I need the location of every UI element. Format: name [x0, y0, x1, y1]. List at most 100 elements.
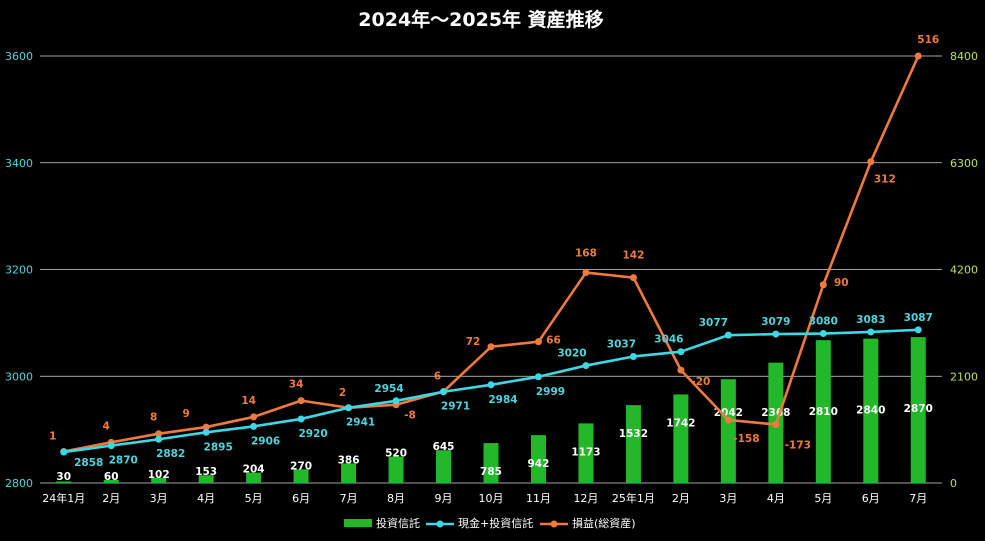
- pl-point: [582, 269, 590, 277]
- legend-label: 損益(総資産): [572, 516, 636, 530]
- x-tick-label: 4月: [197, 492, 215, 505]
- bar: [578, 423, 594, 483]
- cash-value-label: 3083: [856, 314, 885, 326]
- pl-value-label: 2: [339, 387, 346, 399]
- bar-value-label: 942: [528, 458, 550, 470]
- bar: [198, 475, 214, 483]
- bar-value-label: 1532: [619, 428, 648, 440]
- pl-point: [772, 421, 780, 429]
- chart-title: 2024年〜2025年 資産推移: [358, 8, 603, 31]
- cash-value-label: 3046: [654, 334, 683, 346]
- legend-swatch-point: [550, 520, 558, 528]
- cash-point: [60, 448, 68, 456]
- left-tick-label: 3400: [5, 157, 33, 170]
- cash-point: [772, 330, 780, 338]
- cash-value-label: 2971: [441, 401, 470, 413]
- bar-value-label: 30: [56, 471, 71, 483]
- cash-value-label: 2895: [204, 441, 233, 453]
- x-tick-label: 2月: [672, 492, 690, 505]
- bar: [815, 340, 831, 483]
- bar-value-label: 645: [433, 441, 455, 453]
- cash-point: [250, 422, 258, 430]
- cash-point: [534, 373, 542, 381]
- cash-value-label: 3080: [809, 316, 838, 328]
- pl-value-label: 66: [546, 335, 561, 347]
- cash-value-label: 3087: [904, 312, 933, 324]
- legend-swatch-point: [436, 520, 444, 528]
- bar-value-label: 520: [385, 448, 407, 460]
- pl-point: [202, 423, 210, 431]
- pl-value-label: 6: [434, 371, 441, 383]
- line-series: [60, 52, 922, 456]
- x-tick-label: 24年1月: [42, 491, 85, 505]
- cash-point: [677, 348, 685, 356]
- bar-value-label: 153: [195, 466, 217, 478]
- bar: [720, 379, 736, 483]
- bar-value-label: 1742: [666, 417, 695, 429]
- pl-value-label: 9: [183, 408, 190, 420]
- right-tick-label: 6300: [950, 157, 978, 170]
- bar: [910, 337, 926, 483]
- cash-value-label: 3020: [557, 348, 586, 360]
- legend-swatch-bar: [344, 519, 372, 527]
- x-tick-label: 5月: [814, 492, 832, 505]
- cash-point: [155, 435, 163, 443]
- pl-value-label: 516: [917, 34, 939, 46]
- pl-value-label: -173: [785, 440, 811, 452]
- cash-value-label: 2906: [251, 435, 280, 447]
- right-tick-label: 4200: [950, 264, 978, 277]
- bar-value-label: 1173: [571, 446, 600, 458]
- legend-label: 投資信託: [376, 516, 420, 530]
- x-tick-label: 25年1月: [612, 491, 655, 505]
- pl-point: [155, 430, 163, 438]
- x-tick-label: 3月: [150, 492, 168, 505]
- cash-value-label: 2870: [109, 455, 138, 467]
- pl-value-label: 8: [150, 412, 157, 424]
- bar-value-label: 204: [243, 464, 265, 476]
- x-tick-label: 7月: [909, 492, 927, 505]
- pl-point: [487, 343, 495, 351]
- cash-point: [914, 326, 922, 334]
- cash-point: [202, 428, 210, 436]
- bar-value-label: 270: [290, 460, 312, 472]
- bar: [341, 463, 357, 483]
- bar: [530, 435, 546, 483]
- x-tick-label: 2月: [102, 492, 120, 505]
- x-tick-label: 12月: [573, 492, 598, 505]
- pl-value-label: 4: [103, 420, 110, 432]
- pl-point: [914, 52, 922, 60]
- bar-labels: 30 60 102 153 204 270 386 520 645 785 942 1173 1532 1…: [56, 403, 932, 483]
- x-tick-label: 6月: [862, 492, 880, 505]
- right-tick-label: 8400: [950, 50, 978, 63]
- cash-value-label: 3077: [699, 317, 728, 329]
- cash-point: [107, 442, 115, 450]
- cash-point: [297, 415, 305, 423]
- pl-point: [724, 416, 732, 424]
- cash-value-label: 2920: [298, 428, 327, 440]
- bar: [625, 405, 641, 483]
- bar: [293, 469, 309, 483]
- cash-point: [392, 397, 400, 405]
- x-tick-label: 5月: [245, 492, 263, 505]
- left-tick-label: 3000: [5, 370, 33, 383]
- pl-point: [819, 281, 827, 289]
- x-tick-label: 9月: [435, 492, 453, 505]
- bar: [673, 394, 689, 483]
- cash-value-label: 2999: [536, 386, 565, 398]
- right-tick-label: 2100: [950, 370, 978, 383]
- pl-value-label: 72: [466, 336, 481, 348]
- bar: [483, 443, 499, 483]
- left-tick-label: 2800: [5, 477, 33, 490]
- pl-point: [534, 338, 542, 346]
- bar: [151, 477, 167, 483]
- bar-value-label: 2368: [761, 407, 790, 419]
- cash-value-label: 3079: [761, 316, 790, 328]
- x-tick-label: 3月: [719, 492, 737, 505]
- cash-point: [582, 362, 590, 370]
- pl-point: [250, 413, 258, 421]
- cash-point: [867, 328, 875, 336]
- pl-point: [867, 158, 875, 166]
- pl-value-label: 168: [575, 248, 597, 260]
- bar: [246, 472, 262, 483]
